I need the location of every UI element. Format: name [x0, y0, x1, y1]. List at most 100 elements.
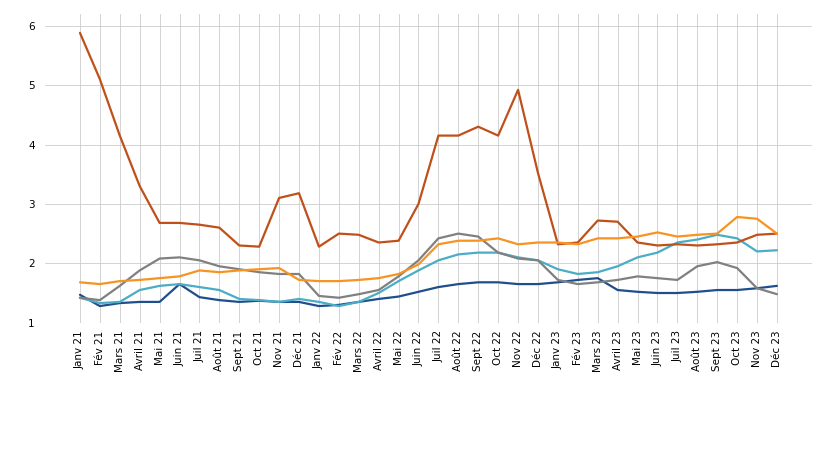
UE [612, 264, 622, 269]
Royaume-Uni [493, 236, 503, 241]
Brésil [632, 289, 642, 295]
UE [234, 296, 244, 301]
Royaume-Uni [393, 271, 403, 277]
USA [354, 291, 364, 297]
Royaume-Uni [612, 236, 622, 241]
Line: USA: USA [80, 234, 776, 300]
Royaume-Uni [194, 268, 204, 273]
UE [194, 284, 204, 290]
Brésil [712, 287, 722, 293]
USA [274, 271, 283, 277]
Royaume-Uni [771, 231, 781, 236]
Chine [254, 244, 264, 249]
Chine [592, 218, 602, 223]
UE [393, 278, 403, 284]
Brésil [294, 299, 304, 305]
Brésil [731, 287, 741, 293]
UE [592, 269, 602, 275]
Royaume-Uni [691, 232, 701, 237]
Chine [194, 222, 204, 227]
Royaume-Uni [254, 266, 264, 272]
Chine [652, 242, 662, 248]
Brésil [95, 303, 105, 309]
USA [632, 273, 642, 279]
Brésil [612, 287, 622, 293]
USA [712, 260, 722, 265]
USA [771, 291, 781, 297]
Chine [493, 133, 503, 138]
USA [254, 269, 264, 275]
Chine [532, 170, 542, 176]
Brésil [333, 302, 343, 307]
Brésil [473, 279, 482, 285]
Chine [75, 30, 85, 35]
Brésil [314, 303, 324, 309]
Brésil [552, 279, 562, 285]
Chine [632, 240, 642, 245]
UE [95, 300, 105, 306]
USA [393, 273, 403, 279]
UE [274, 299, 283, 305]
Royaume-Uni [314, 278, 324, 284]
Chine [731, 240, 741, 245]
USA [95, 297, 105, 303]
Brésil [413, 289, 423, 295]
Chine [174, 220, 184, 226]
UE [652, 250, 662, 255]
USA [612, 277, 622, 283]
Royaume-Uni [731, 214, 741, 220]
Chine [413, 201, 423, 207]
USA [751, 285, 761, 291]
Chine [691, 242, 701, 248]
UE [333, 303, 343, 309]
Brésil [691, 289, 701, 295]
UE [215, 287, 224, 293]
Brésil [453, 281, 463, 287]
Royaume-Uni [234, 268, 244, 273]
Brésil [254, 298, 264, 303]
UE [493, 250, 503, 255]
Royaume-Uni [532, 240, 542, 245]
USA [294, 271, 304, 277]
Royaume-Uni [433, 242, 443, 247]
Royaume-Uni [373, 275, 383, 281]
USA [75, 295, 85, 301]
Chine [433, 133, 443, 138]
Chine [234, 242, 244, 248]
Chine [215, 225, 224, 230]
USA [731, 265, 741, 271]
USA [592, 279, 602, 285]
Brésil [532, 281, 542, 287]
Royaume-Uni [174, 273, 184, 279]
Brésil [572, 277, 582, 283]
Royaume-Uni [215, 269, 224, 275]
USA [493, 250, 503, 255]
Brésil [672, 290, 681, 296]
Brésil [75, 292, 85, 297]
USA [572, 281, 582, 287]
Chine [572, 240, 582, 245]
Chine [134, 183, 144, 189]
Royaume-Uni [115, 278, 124, 284]
UE [75, 295, 85, 301]
Royaume-Uni [75, 279, 85, 285]
Brésil [493, 279, 503, 285]
Chine [393, 238, 403, 243]
Brésil [274, 299, 283, 305]
Royaume-Uni [712, 231, 722, 236]
Chine [354, 232, 364, 237]
UE [712, 232, 722, 237]
USA [552, 277, 562, 283]
UE [552, 266, 562, 272]
Brésil [652, 290, 662, 296]
USA [453, 231, 463, 236]
Royaume-Uni [751, 216, 761, 222]
USA [672, 277, 681, 283]
Royaume-Uni [155, 275, 165, 281]
Royaume-Uni [274, 265, 283, 271]
Chine [712, 242, 722, 247]
Brésil [354, 299, 364, 305]
UE [115, 299, 124, 305]
Brésil [393, 294, 403, 299]
UE [314, 299, 324, 305]
